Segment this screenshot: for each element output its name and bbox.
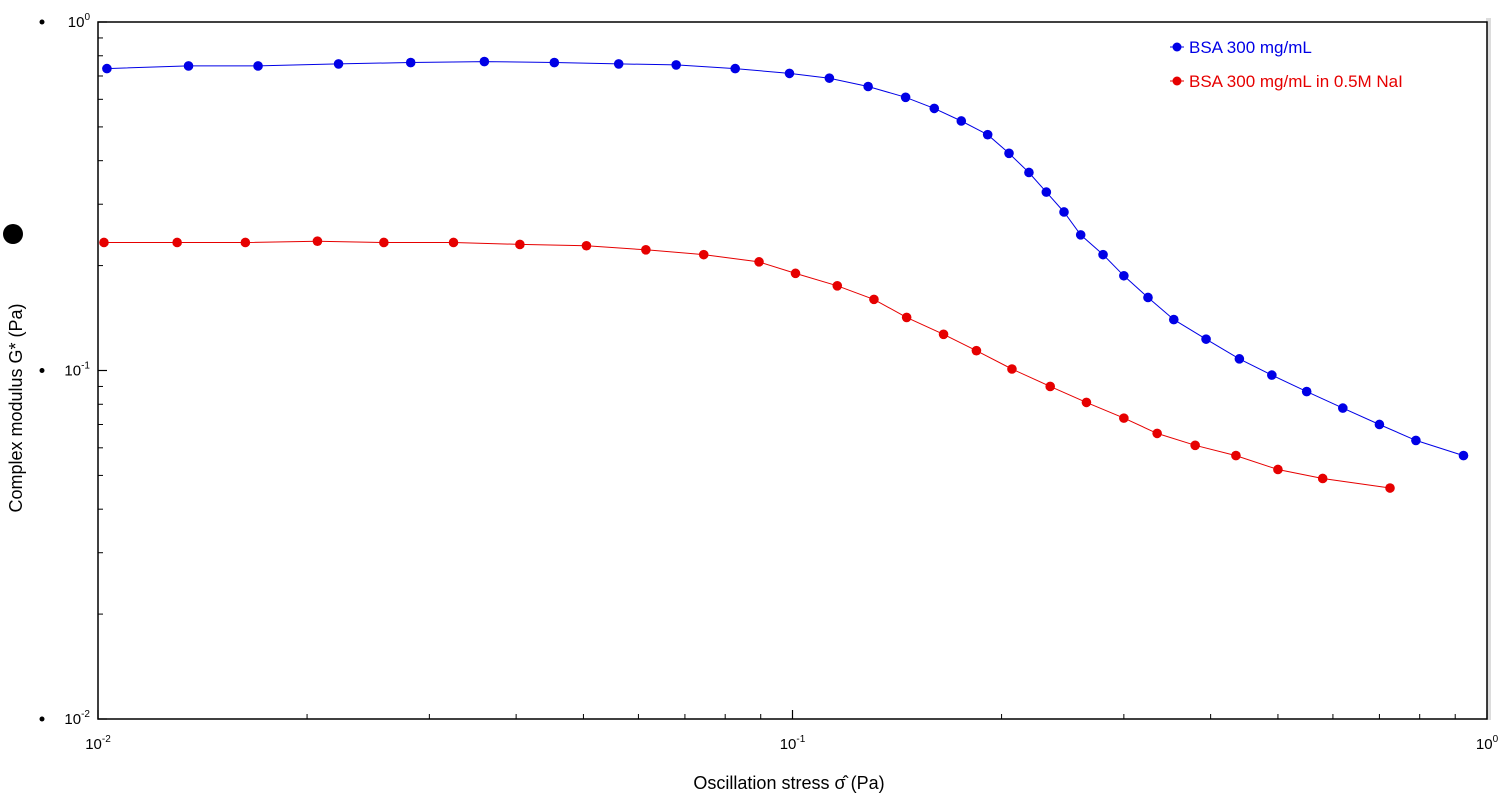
series-layer xyxy=(99,56,1469,493)
data-point xyxy=(1041,187,1052,197)
data-point xyxy=(901,312,912,323)
data-point xyxy=(1168,314,1179,325)
data-point xyxy=(784,68,795,79)
data-point xyxy=(1273,464,1283,475)
legend-marker-icon xyxy=(1172,42,1182,52)
data-point xyxy=(1152,428,1162,439)
data-point xyxy=(1338,403,1348,413)
data-point xyxy=(1190,440,1200,451)
data-point xyxy=(671,60,681,70)
data-point xyxy=(102,63,112,74)
x-tick-label: 10-1 xyxy=(780,734,806,753)
y-tick-label: 100 xyxy=(68,12,91,31)
data-point xyxy=(824,73,835,83)
data-point xyxy=(1201,334,1211,344)
legend-marker-icon xyxy=(1172,76,1182,86)
data-point xyxy=(1374,419,1385,430)
data-point xyxy=(832,281,843,291)
data-point xyxy=(1119,270,1129,281)
data-point xyxy=(1231,450,1241,461)
data-point xyxy=(240,237,251,248)
data-point xyxy=(515,239,525,250)
data-point xyxy=(956,116,967,126)
data-point xyxy=(1024,167,1034,178)
data-point xyxy=(405,57,416,68)
data-point xyxy=(1411,435,1421,446)
y-axis-marker-icon xyxy=(3,224,23,244)
axes-layer: 10-2 10-1 100 10-2 10-1 100 xyxy=(39,12,1499,753)
data-point xyxy=(1075,230,1086,240)
data-point xyxy=(641,244,651,255)
y-tick-dot xyxy=(39,19,45,25)
legend-label: BSA 300 mg/mL xyxy=(1189,38,1312,57)
series-2 xyxy=(99,236,1395,493)
data-point xyxy=(1119,413,1129,423)
y-axis-title-group: Complex modulus G* (Pa) xyxy=(3,224,26,513)
x-tick-label: 100 xyxy=(1476,734,1499,753)
chart-frame-shadow xyxy=(1486,18,1491,720)
data-point xyxy=(730,63,741,74)
data-point xyxy=(1098,249,1108,260)
data-point xyxy=(613,59,624,69)
y-axis-title: Complex modulus G* (Pa) xyxy=(6,303,26,512)
data-point xyxy=(1385,483,1395,493)
y-tick-label: 10-1 xyxy=(64,361,90,380)
data-point xyxy=(253,61,263,71)
data-point xyxy=(448,237,459,248)
data-point xyxy=(1267,370,1277,380)
data-point xyxy=(581,240,592,251)
data-point xyxy=(379,237,389,248)
data-point xyxy=(869,294,879,305)
data-point xyxy=(172,237,182,248)
data-point xyxy=(1007,364,1017,374)
data-point xyxy=(312,236,323,246)
data-point xyxy=(982,129,993,140)
legend: BSA 300 mg/mL BSA 300 mg/mL in 0.5M NaI xyxy=(1170,38,1403,91)
data-point xyxy=(99,237,109,248)
y-tick-label: 10-2 xyxy=(64,709,90,728)
data-point xyxy=(698,249,709,260)
data-point xyxy=(863,81,873,92)
data-point xyxy=(549,57,560,68)
data-point xyxy=(1081,397,1092,408)
data-point xyxy=(1234,354,1245,364)
series-line xyxy=(106,61,1464,457)
legend-item-1: BSA 300 mg/mL xyxy=(1170,38,1312,57)
data-point xyxy=(333,59,344,69)
data-point xyxy=(1317,473,1328,484)
data-point xyxy=(900,92,911,103)
data-point xyxy=(1004,148,1014,159)
plot-area xyxy=(97,21,1488,720)
y-tick-dot xyxy=(39,368,45,373)
y-tick-dot xyxy=(39,716,45,722)
legend-label: BSA 300 mg/mL in 0.5M NaI xyxy=(1189,72,1403,91)
data-point xyxy=(1458,450,1469,461)
data-point xyxy=(938,329,949,340)
data-point xyxy=(1059,207,1069,217)
data-point xyxy=(1143,292,1153,303)
data-point xyxy=(790,268,801,279)
data-point xyxy=(183,61,194,71)
x-axis-title: Oscillation stress σ̂ (Pa) xyxy=(693,773,884,793)
data-point xyxy=(971,345,982,356)
data-point xyxy=(929,103,940,114)
x-tick-label: 10-2 xyxy=(85,734,111,753)
data-point xyxy=(479,56,490,67)
series-1 xyxy=(102,56,1469,461)
data-point xyxy=(1301,386,1312,397)
legend-item-2: BSA 300 mg/mL in 0.5M NaI xyxy=(1170,72,1403,91)
data-point xyxy=(1045,381,1056,392)
data-point xyxy=(754,257,764,267)
